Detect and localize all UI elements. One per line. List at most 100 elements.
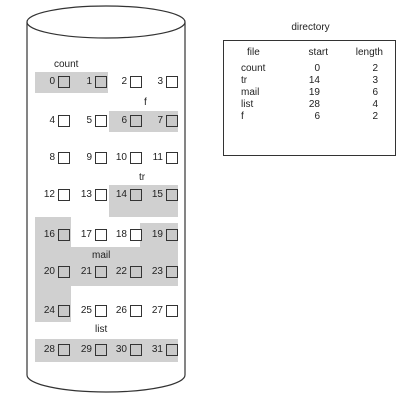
block-number: 29 [80, 344, 92, 355]
block-number: 9 [86, 152, 92, 163]
block-number: 7 [157, 115, 163, 126]
block-number: 4 [49, 115, 55, 126]
disk-block: 22 [109, 264, 142, 280]
disk-block: 7 [145, 113, 178, 129]
directory-cell-length: 4 [372, 99, 378, 110]
block-number: 13 [80, 189, 92, 200]
shade-f [109, 111, 178, 132]
disk-block: 29 [74, 342, 107, 358]
block-square [95, 76, 107, 88]
disk-block: 20 [37, 264, 70, 280]
directory-cell-file: mail [241, 87, 260, 98]
directory-row: mail 19 6 [224, 87, 395, 99]
block-number: 12 [43, 189, 55, 200]
directory-table: file start length count 0 2 tr 14 3 mail… [223, 40, 396, 156]
disk-block: 2 [109, 74, 142, 90]
disk-block: 9 [74, 150, 107, 166]
block-number: 26 [115, 305, 127, 316]
block-square [130, 115, 142, 127]
block-number: 3 [157, 76, 163, 87]
block-number: 21 [80, 266, 92, 277]
directory-row: f 6 2 [224, 111, 395, 123]
file-label-f: f [144, 97, 147, 108]
disk-block: 23 [145, 264, 178, 280]
disk-block: 15 [145, 187, 178, 203]
block-square [166, 76, 178, 88]
directory-cell-file: list [241, 99, 254, 110]
block-number: 2 [121, 76, 127, 87]
directory-panel: directory file start length count 0 2 tr… [223, 22, 396, 156]
block-square [166, 115, 178, 127]
disk-block: 4 [37, 113, 70, 129]
block-square [58, 76, 70, 88]
disk-block: 6 [109, 113, 142, 129]
disk-block: 30 [109, 342, 142, 358]
block-number: 25 [80, 305, 92, 316]
directory-cell-length: 6 [372, 87, 378, 98]
disk-block: 11 [145, 150, 178, 166]
disk-block: 5 [74, 113, 107, 129]
directory-cell-file: tr [241, 75, 248, 86]
header-file: file [247, 47, 260, 58]
block-number: 10 [115, 152, 127, 163]
cylinder-top [26, 5, 186, 39]
directory-row: count 0 2 [224, 63, 395, 75]
directory-cell-length: 2 [372, 63, 378, 74]
disk-block: 3 [145, 74, 178, 90]
directory-cell-start: 6 [314, 111, 320, 122]
disk-block: 14 [109, 187, 142, 203]
block-square [166, 229, 178, 241]
header-length: length [355, 47, 383, 58]
block-square [130, 305, 142, 317]
block-square [58, 189, 70, 201]
block-square [166, 266, 178, 278]
disk-block: 10 [109, 150, 142, 166]
block-square [58, 152, 70, 164]
block-square [95, 229, 107, 241]
block-square [58, 115, 70, 127]
disk-block: 21 [74, 264, 107, 280]
header-start: start [308, 47, 328, 58]
directory-cell-start: 19 [308, 87, 320, 98]
block-square [130, 266, 142, 278]
block-square [58, 229, 70, 241]
block-square [130, 189, 142, 201]
block-number: 24 [43, 305, 55, 316]
disk-block: 19 [145, 227, 178, 243]
block-number: 15 [151, 189, 163, 200]
directory-cell-start: 14 [308, 75, 320, 86]
block-number: 18 [115, 229, 127, 240]
block-number: 31 [151, 344, 163, 355]
disk-block: 24 [37, 303, 70, 319]
block-square [58, 344, 70, 356]
directory-cell-file: f [241, 111, 244, 122]
disk-block: 18 [109, 227, 142, 243]
block-number: 0 [49, 76, 55, 87]
directory-header-row: file start length [224, 47, 395, 59]
disk-block: 31 [145, 342, 178, 358]
block-number: 5 [86, 115, 92, 126]
disk-block: 17 [74, 227, 107, 243]
directory-cell-start: 28 [308, 99, 320, 110]
block-square [166, 305, 178, 317]
disk-block: 16 [37, 227, 70, 243]
file-label-tr: tr [139, 172, 146, 183]
block-square [58, 266, 70, 278]
block-square [95, 189, 107, 201]
file-label-count: count [54, 59, 79, 70]
block-number: 28 [43, 344, 55, 355]
disk-block: 25 [74, 303, 107, 319]
block-number: 8 [49, 152, 55, 163]
block-square [95, 152, 107, 164]
block-number: 17 [80, 229, 92, 240]
block-number: 23 [151, 266, 163, 277]
block-square [130, 152, 142, 164]
block-number: 19 [151, 229, 163, 240]
block-square [130, 229, 142, 241]
disk-block: 13 [74, 187, 107, 203]
disk-block: 8 [37, 150, 70, 166]
disk-block: 28 [37, 342, 70, 358]
block-square [166, 152, 178, 164]
disk-block: 27 [145, 303, 178, 319]
disk-block: 1 [74, 74, 107, 90]
